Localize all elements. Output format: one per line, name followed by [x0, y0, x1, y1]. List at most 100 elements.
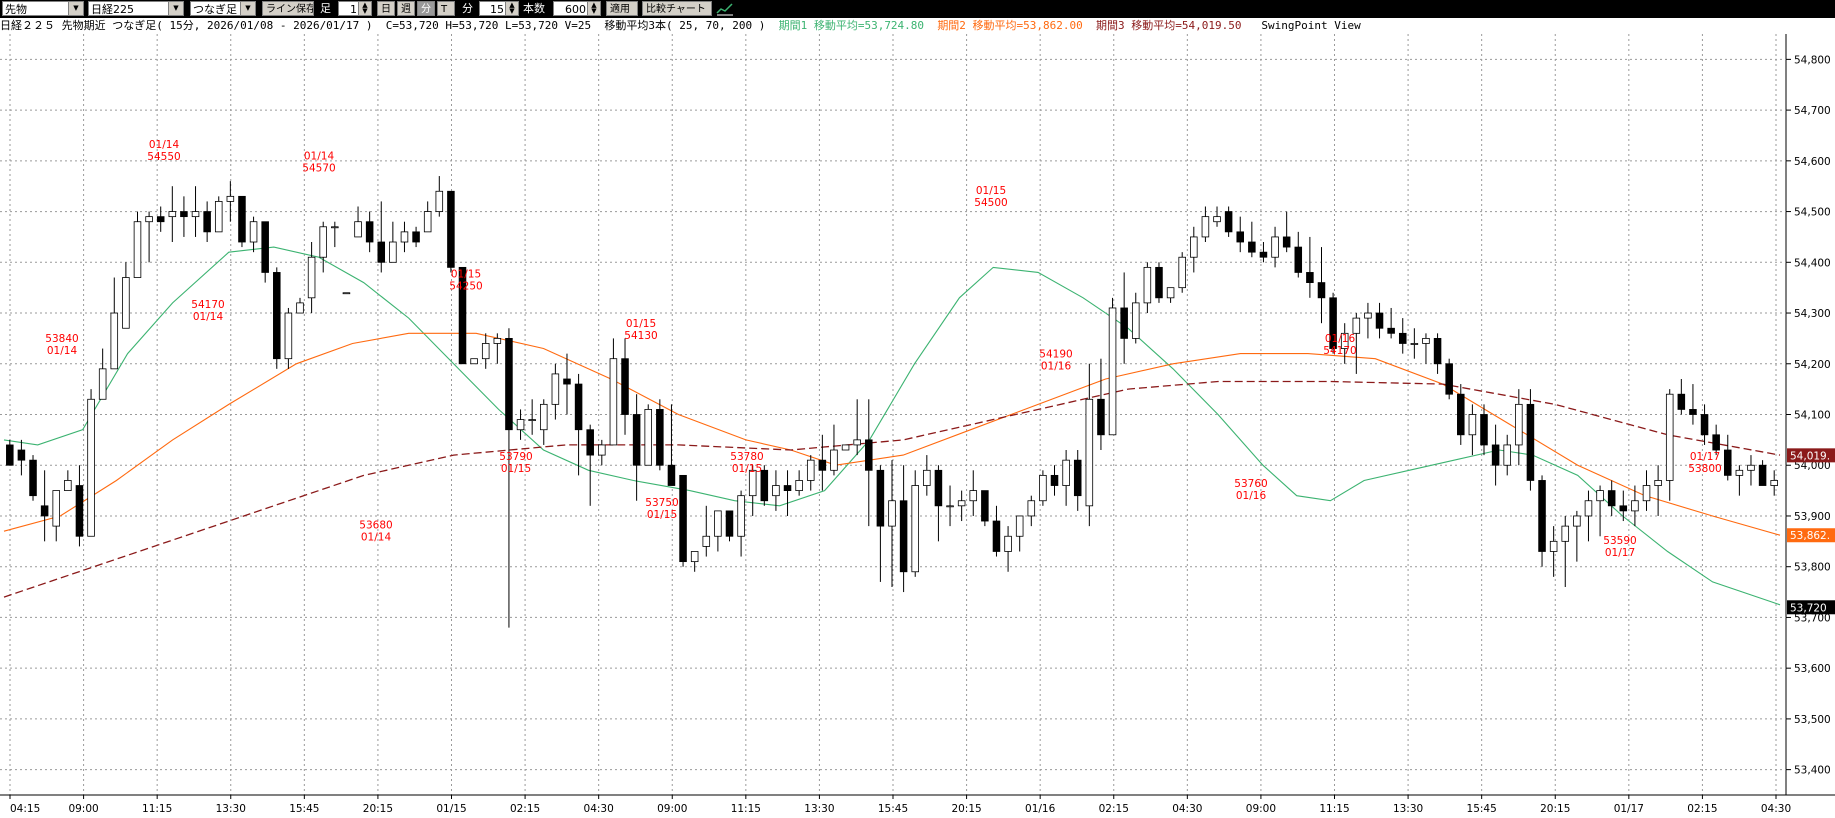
candle-body — [87, 398, 95, 537]
candle-body — [1027, 500, 1036, 517]
candle-body — [64, 480, 72, 492]
candle-body — [493, 337, 502, 344]
candle-body — [52, 490, 61, 527]
candle-body — [1236, 231, 1245, 243]
chart-type-select[interactable]: つなぎ足 ▼ — [190, 1, 256, 16]
candle-body — [238, 195, 246, 243]
compare-chart-button[interactable]: 比較チャート — [642, 1, 712, 16]
candle-body — [818, 459, 827, 471]
y-tick-label: 54,500 — [1794, 207, 1831, 219]
y-tick-label: 54,000 — [1794, 460, 1831, 472]
tick-button[interactable]: T — [437, 1, 455, 16]
symbol-select-value: 日経225 — [91, 3, 134, 16]
candle-body — [1631, 500, 1639, 512]
candle-body — [145, 216, 153, 223]
market-select[interactable]: 先物 ▼ — [2, 1, 84, 16]
candle-body — [888, 500, 896, 527]
swing-date: 01/17 — [1690, 451, 1720, 463]
candle-body — [122, 277, 130, 329]
swing-price: 54170 — [191, 299, 224, 311]
candle-body — [1747, 464, 1755, 471]
symbol-select[interactable]: 日経225 ▼ — [88, 1, 184, 16]
swing-date: 01/14 — [149, 139, 180, 151]
spinner-icon[interactable]: ▲ ▼ — [358, 2, 371, 15]
minute-button[interactable]: 分 — [417, 1, 435, 16]
candle-body — [1178, 256, 1186, 289]
candle-body — [296, 302, 304, 314]
candle-body — [1689, 409, 1697, 415]
candle-body — [737, 495, 745, 537]
x-tick-label: 02:15 — [1099, 803, 1129, 815]
spinner-icon[interactable]: ▲ ▼ — [587, 2, 600, 15]
apply-button[interactable]: 適用 — [606, 1, 638, 16]
candle-body — [1468, 414, 1477, 436]
x-tick-label: 13:30 — [1393, 803, 1423, 815]
candle-body — [1131, 302, 1140, 339]
bars-value: 600 — [565, 3, 586, 16]
swing-price: 54190 — [1039, 348, 1072, 360]
candle-body — [1538, 480, 1546, 552]
period-input[interactable]: 1 ▲ ▼ — [338, 1, 372, 16]
candle-body — [1422, 337, 1430, 344]
x-tick-label: 13:30 — [216, 803, 246, 815]
candle-body — [934, 469, 943, 507]
candle-body — [667, 464, 676, 486]
week-button[interactable]: 週 — [397, 1, 415, 16]
candle-body — [481, 343, 490, 360]
candle-body — [528, 419, 536, 421]
candle-body — [29, 459, 37, 497]
swing-price: 54170 — [1323, 345, 1356, 357]
candle-body — [1457, 393, 1465, 436]
candle-body — [806, 459, 815, 481]
swing-date: 01/15 — [976, 185, 1006, 197]
candle-body — [969, 490, 978, 502]
bars-input[interactable]: 600 ▲ ▼ — [553, 1, 601, 16]
x-tick-label: 20:15 — [1540, 803, 1570, 815]
price-badge — [1787, 600, 1835, 615]
price-badge — [1787, 448, 1835, 463]
candle-body — [795, 480, 803, 492]
candle-body — [772, 485, 780, 497]
candle-body — [249, 221, 258, 243]
x-tick-label: 13:30 — [804, 803, 834, 815]
candle-body — [1712, 434, 1720, 451]
candle-body — [307, 256, 316, 299]
x-tick-label: 11:15 — [731, 803, 761, 815]
candle-body — [923, 469, 931, 486]
candle-body — [725, 510, 734, 537]
x-tick-label: 09:00 — [657, 803, 687, 815]
price-badge-label: 53,862. — [1790, 530, 1830, 542]
candle-body — [156, 216, 165, 223]
candle-body — [1248, 241, 1256, 253]
candle-body — [551, 373, 560, 405]
swing-price: 53590 — [1603, 535, 1636, 547]
candle-body — [1770, 480, 1778, 486]
x-tick-label: 01/17 — [1614, 803, 1644, 815]
toolbar: 先物 ▼ 日経225 ▼ つなぎ足 ▼ ライン保存 足 1 ▲ ▼ 日 週 分 T… — [0, 0, 1835, 18]
save-line-button[interactable]: ライン保存 — [262, 1, 314, 16]
swing-date: 01/15 — [626, 318, 656, 330]
day-button[interactable]: 日 — [377, 1, 395, 16]
candle-body — [1584, 500, 1593, 517]
swing-view-label: SwingPoint View — [1261, 19, 1361, 32]
candle-body — [1480, 414, 1488, 446]
candle-body — [690, 551, 699, 563]
interval-input[interactable]: 15 ▲ ▼ — [479, 1, 519, 16]
y-tick-label: 54,100 — [1794, 410, 1831, 422]
candle-body — [412, 231, 420, 243]
interval-value: 15 — [490, 3, 504, 16]
candle-body — [1143, 266, 1152, 304]
candle-body — [714, 510, 722, 537]
candle-body — [1445, 363, 1453, 395]
spinner-icon[interactable]: ▲ ▼ — [505, 2, 518, 15]
candle-body — [1108, 307, 1117, 436]
candle-body — [226, 195, 235, 202]
swing-price: 54570 — [302, 163, 335, 175]
candle-body — [899, 500, 908, 573]
candle-body — [1515, 403, 1523, 446]
candle-body — [574, 383, 583, 431]
candle-body — [6, 444, 14, 466]
candle-body — [621, 358, 629, 415]
candle-body — [17, 449, 26, 461]
indicator-icon[interactable] — [716, 1, 734, 16]
